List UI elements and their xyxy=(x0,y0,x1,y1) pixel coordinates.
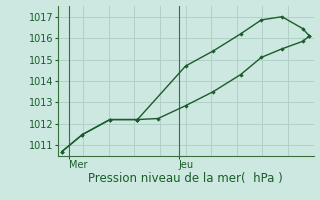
X-axis label: Pression niveau de la mer(  hPa ): Pression niveau de la mer( hPa ) xyxy=(88,172,283,185)
